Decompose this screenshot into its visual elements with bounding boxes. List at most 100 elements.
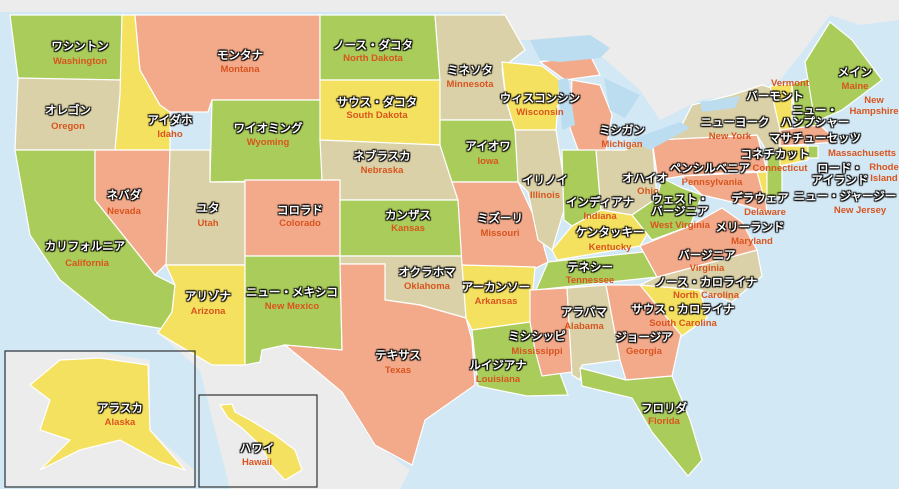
state-label-jp-wy: ワイオミング xyxy=(233,121,303,135)
state-ct xyxy=(779,145,809,167)
state-label-en-pa: Pennsylvania xyxy=(681,177,743,188)
state-label-en-ar: Arkansas xyxy=(474,296,518,307)
state-label-jp-id: アイダホ xyxy=(147,113,193,127)
state-label-en-or: Oregon xyxy=(51,121,85,132)
state-label-en-mo: Missouri xyxy=(480,228,520,239)
state-label-jp-md: メリーランド xyxy=(715,220,785,234)
state-label-jp-sc: サウス・カロライナ xyxy=(631,302,735,316)
state-label-jp-ky: ケンタッキー xyxy=(575,225,645,239)
state-label-jp-vt: バーモント xyxy=(746,89,804,103)
state-label-en-il: Illinois xyxy=(529,190,561,201)
lake-erie xyxy=(630,122,690,150)
state-label-en-ut: Utah xyxy=(197,218,219,229)
state-label-en-ms: Mississippi xyxy=(511,346,563,357)
state-label-en-mi: Michigan xyxy=(601,139,643,150)
state-label-en-la: Louisiana xyxy=(475,374,521,385)
state-label-jp-ak: アラスカ xyxy=(97,401,143,415)
state-label-jp-ia: アイオワ xyxy=(465,139,511,153)
state-label-jp-va: バージニア xyxy=(678,248,736,262)
state-label-jp-il: イリノイ xyxy=(522,173,568,187)
state-label-jp-ut: ユタ xyxy=(196,201,220,215)
state-label-jp-wi: ウィスコンシン xyxy=(499,91,581,105)
state-label-en-tn: Tennessee xyxy=(565,275,615,286)
state-wv xyxy=(631,177,703,241)
state-label-en-in: Indiana xyxy=(583,211,617,222)
state-ri xyxy=(807,145,819,159)
state-label-en-md: Maryland xyxy=(731,236,773,247)
state-label-jp-nd: ノース・ダコタ xyxy=(333,38,413,52)
state-label-jp-ga: ジョージア xyxy=(615,330,673,344)
state-label-jp-tx: テキサス xyxy=(375,348,421,362)
state-md xyxy=(680,171,768,213)
state-label-jp-ne: ネブラスカ xyxy=(353,149,411,163)
state-label-jp-nc: ノース・カロライナ xyxy=(654,275,758,289)
state-label-en-vt: Vermont xyxy=(770,78,810,89)
state-label-en-nc: North Carolina xyxy=(673,290,739,301)
state-label-en-nd: North Dakota xyxy=(343,53,403,64)
state-label-en-oh: Ohio xyxy=(637,186,659,197)
state-fl xyxy=(579,367,703,477)
state-label-jp-pa: ペンシルベニア xyxy=(669,161,751,175)
state-label-en-ne: Nebraska xyxy=(360,165,404,176)
state-label-en-al: Alabama xyxy=(564,321,604,332)
state-label-en-sc: South Carolina xyxy=(649,318,717,329)
state-label-jp-in: インディアナ xyxy=(566,195,634,209)
state-label-jp-tn: テネシー xyxy=(567,260,613,274)
state-label-jp-fl: フロリダ xyxy=(641,401,687,415)
state-label-jp-la: ルイジアナ xyxy=(469,358,527,372)
state-hi xyxy=(218,403,303,481)
states-layer xyxy=(9,14,883,481)
state-label-en-wv: West Virginia xyxy=(650,220,710,231)
state-label-jp-mt: モンタナ xyxy=(217,48,263,62)
alaska-inset-frame xyxy=(4,350,196,488)
state-label-en-nj: New Jersey xyxy=(833,205,887,216)
state-label-jp-ct: コネチカット xyxy=(740,147,810,161)
state-label-jp-az: アリゾナ xyxy=(185,289,231,303)
state-label-jp-al: アラバマ xyxy=(561,305,607,319)
state-label-en-ny: New York xyxy=(708,131,752,142)
state-mo xyxy=(451,181,549,271)
state-tx xyxy=(283,263,476,466)
state-label-jp-ri: ロード・ アイランド xyxy=(811,161,869,187)
state-il xyxy=(514,129,568,251)
state-label-jp-ok: オクラホマ xyxy=(398,265,456,279)
state-label-en-ma: Massachusetts xyxy=(827,148,897,159)
state-label-en-wi: Wisconsin xyxy=(516,107,564,118)
state-label-en-nv: Nevada xyxy=(107,206,141,217)
state-label-en-ks: Kansas xyxy=(391,223,425,234)
lake-superior xyxy=(530,35,610,62)
state-label-en-tx: Texas xyxy=(384,365,412,376)
state-label-en-id: Idaho xyxy=(157,129,183,140)
lake-michigan xyxy=(558,78,575,130)
state-label-jp-mn: ミネソタ xyxy=(447,63,493,77)
state-label-en-ca: California xyxy=(65,258,109,269)
state-label-en-fl: Florida xyxy=(648,416,680,427)
lake-ontario xyxy=(700,96,740,112)
state-label-en-ok: Oklahoma xyxy=(404,281,450,292)
state-me xyxy=(804,21,883,123)
state-label-jp-nj: ニュー・ジャージー xyxy=(793,189,897,203)
state-label-jp-co: コロラド xyxy=(277,203,323,217)
state-label-en-ia: Iowa xyxy=(477,156,499,167)
state-label-jp-nm: ニュー・メキシコ xyxy=(246,285,338,299)
state-label-en-nh: New Hampshire xyxy=(849,95,899,117)
state-label-en-mn: Minnesota xyxy=(446,79,494,90)
state-label-en-ct: Connecticut xyxy=(752,163,808,174)
state-label-en-hi: Hawaii xyxy=(241,457,273,468)
state-label-jp-mi: ミシガン xyxy=(599,123,645,137)
state-label-jp-oh: オハイオ xyxy=(622,171,668,185)
state-label-jp-wv: ウェスト・ バージニア xyxy=(651,192,709,218)
state-label-jp-ca: カリフォルニア xyxy=(44,239,126,253)
state-label-jp-ar: アーカンソー xyxy=(461,280,531,294)
state-label-en-wy: Wyoming xyxy=(246,137,290,148)
state-label-en-nm: New Mexico xyxy=(264,301,320,312)
hawaii-inset-frame xyxy=(198,394,318,488)
state-nv xyxy=(94,149,171,276)
state-label-en-de: Delaware xyxy=(744,207,786,218)
lake-huron xyxy=(604,78,640,118)
state-label-en-co: Colorado xyxy=(279,218,321,229)
state-label-jp-wa: ワシントン xyxy=(51,39,109,53)
state-label-en-me: Maine xyxy=(841,81,869,92)
state-label-en-ga: Georgia xyxy=(626,346,662,357)
